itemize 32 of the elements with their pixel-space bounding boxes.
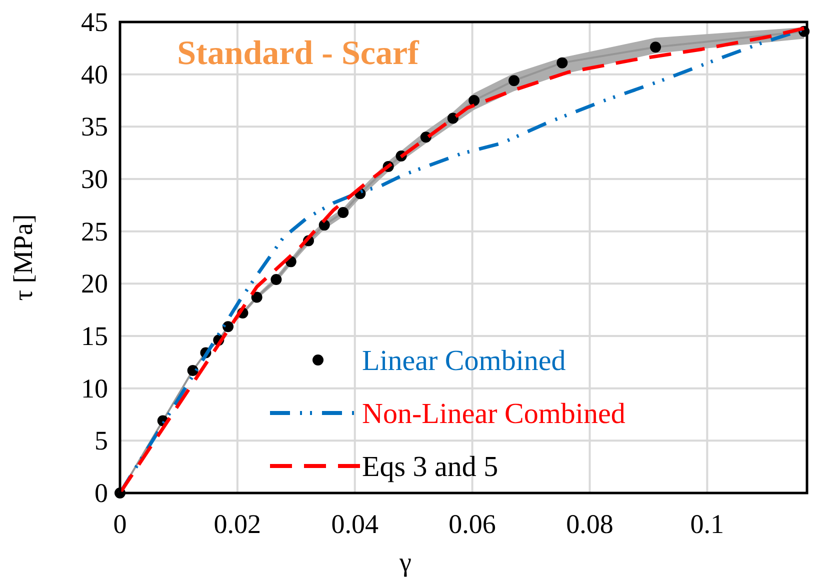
x-tick-label: 0.08	[566, 509, 614, 539]
y-tick-label: 25	[81, 216, 108, 246]
point	[447, 112, 458, 124]
legend-label: Non-Linear Combined	[362, 398, 626, 430]
y-tick-label: 35	[81, 112, 108, 142]
x-tick-label: 0.1	[690, 509, 724, 539]
point	[650, 42, 662, 53]
y-tick-label: 5	[94, 426, 108, 456]
point	[187, 365, 198, 376]
point	[222, 321, 234, 332]
x-tick-label: 0.06	[448, 509, 496, 539]
point	[338, 206, 349, 218]
point	[251, 292, 262, 303]
x-axis-title: γ	[398, 547, 412, 577]
y-tick-label: 20	[81, 268, 108, 299]
x-tick-label: 0.04	[331, 509, 379, 539]
legend-label: Eqs 3 and 5	[362, 451, 498, 483]
point	[556, 57, 568, 68]
y-tick-label: 10	[81, 373, 108, 404]
point	[270, 274, 282, 285]
legend-label: Linear Combined	[362, 345, 566, 377]
y-tick-label: 40	[81, 59, 108, 90]
point	[508, 75, 520, 86]
point	[468, 95, 480, 106]
y-tick-label: 30	[81, 164, 108, 194]
x-tick-label: 0.02	[214, 509, 262, 539]
x-tick-label: 0	[113, 509, 127, 539]
chart-title: Standard - Scarf	[177, 35, 420, 72]
y-axis-title: τ [MPa]	[8, 214, 38, 301]
y-tick-label: 15	[81, 321, 108, 351]
y-tick-label: 0	[94, 478, 108, 508]
y-tick-label: 45	[81, 7, 108, 37]
